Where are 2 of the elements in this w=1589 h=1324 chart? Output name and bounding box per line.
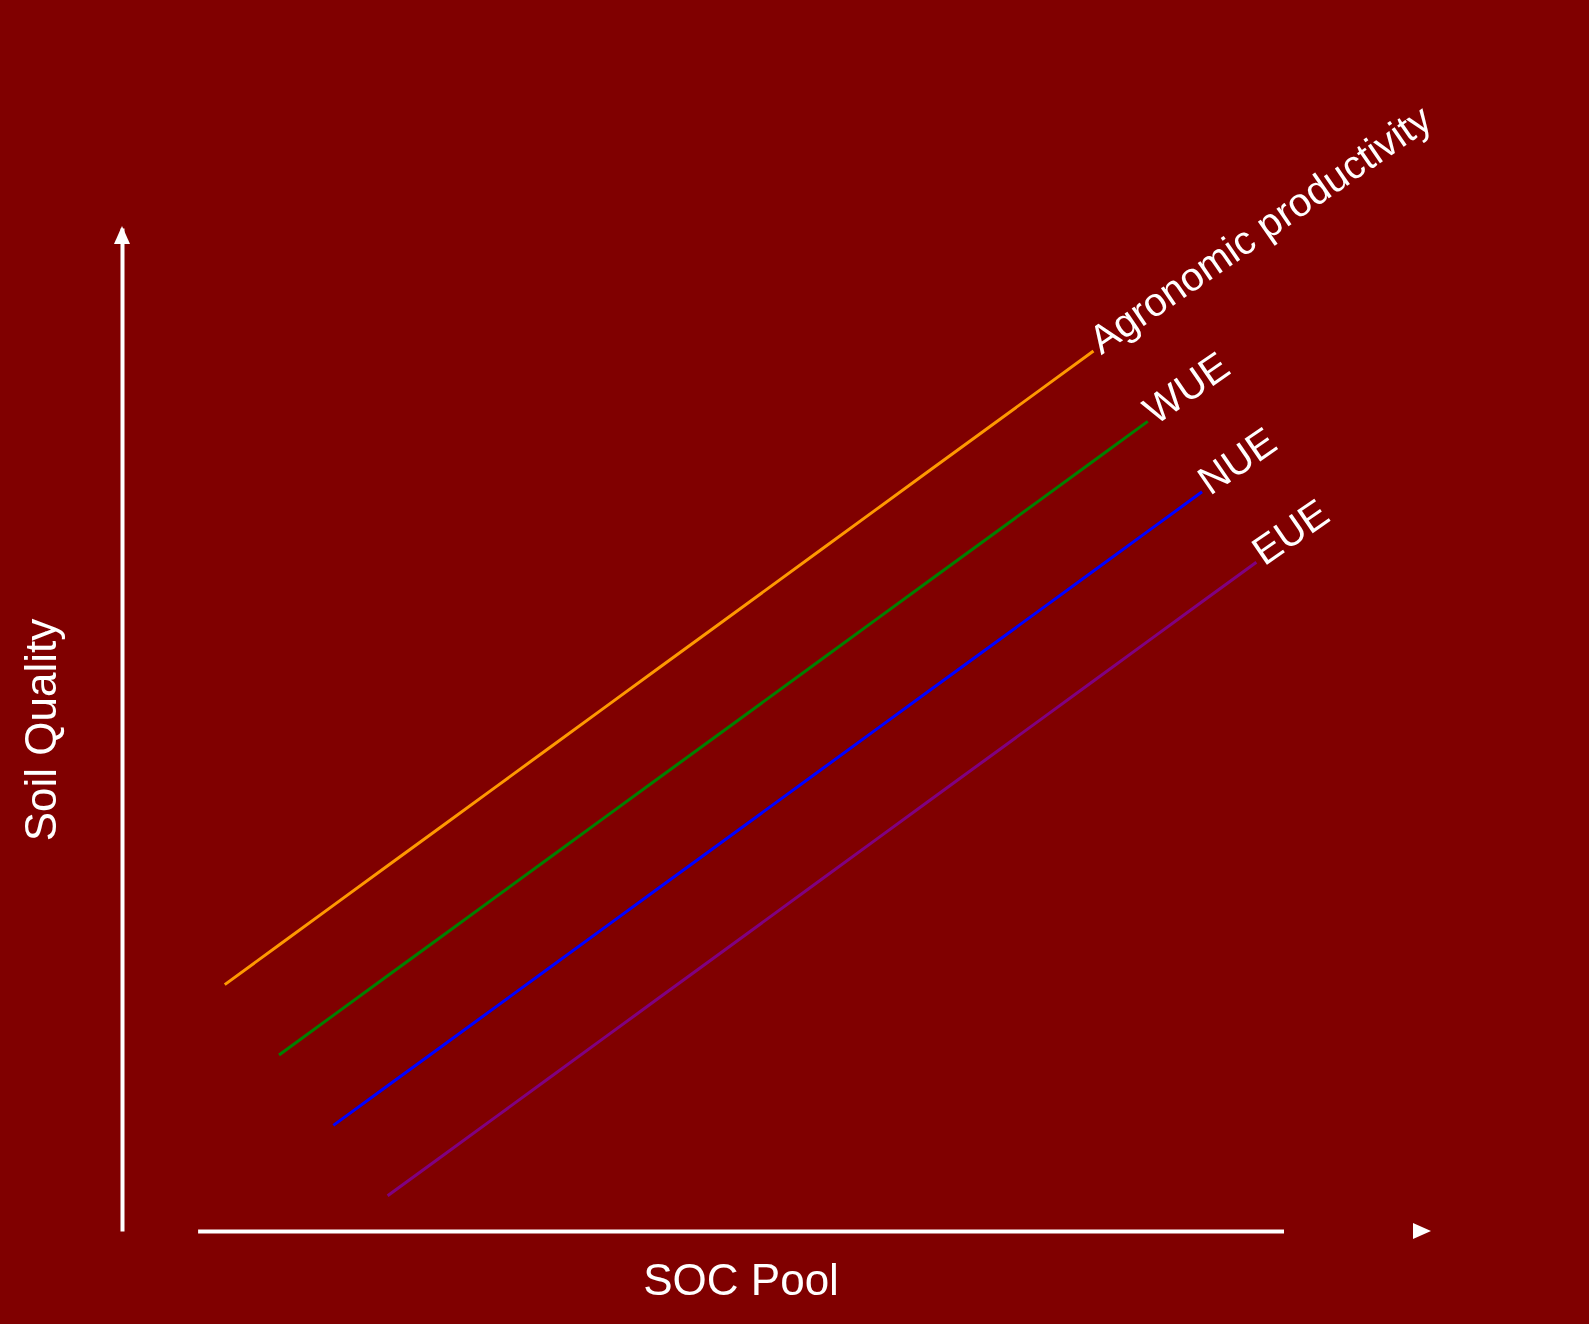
y-axis-title: Soil Quality: [15, 618, 65, 842]
x-axis-title: SOC Pool: [643, 1254, 839, 1304]
